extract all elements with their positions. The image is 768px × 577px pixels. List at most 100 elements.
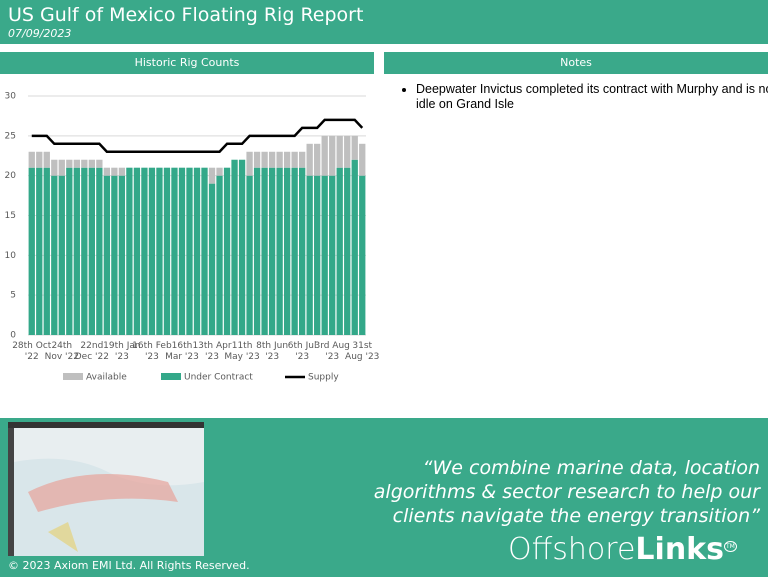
x-tick-label: 11th May '23 bbox=[224, 341, 260, 362]
bar-segment bbox=[336, 135, 343, 168]
bar-segment bbox=[351, 159, 358, 335]
bar-segment bbox=[186, 167, 193, 335]
x-tick-label: 6th Jul '23 bbox=[287, 341, 317, 362]
x-tick-label: 24th Nov '22 bbox=[44, 341, 79, 362]
bar-segment bbox=[51, 175, 58, 335]
bar-segment bbox=[111, 175, 118, 335]
chart-header: Historic Rig Counts bbox=[0, 52, 374, 74]
legend-swatch bbox=[63, 373, 83, 380]
x-tick-label: 31st Aug '23 bbox=[345, 341, 380, 362]
legend-label: Available bbox=[86, 373, 127, 383]
legend-label: Supply bbox=[308, 373, 339, 383]
bar-segment bbox=[329, 135, 336, 176]
bar-segment bbox=[238, 159, 246, 335]
bar-segment bbox=[103, 167, 111, 176]
chart: 0 5 10 15 20 25 30 Available Under Contract Suppl… bbox=[5, 92, 366, 383]
notes-list: Deepwater Invictus completed its contrac… bbox=[392, 82, 768, 112]
bar-segment bbox=[321, 135, 328, 176]
bar-segment bbox=[28, 151, 35, 168]
bar-segment bbox=[118, 167, 126, 176]
bar-segment bbox=[246, 175, 253, 335]
logo-bold: Links bbox=[635, 532, 724, 567]
bar-segment bbox=[321, 175, 328, 335]
x-tick-label: 28th Oct '22 bbox=[12, 341, 52, 362]
bar-segment bbox=[36, 151, 43, 168]
supply-line bbox=[31, 118, 364, 154]
bar-segment bbox=[43, 167, 50, 335]
bar-segment bbox=[359, 175, 366, 335]
x-tick-label: 16th Feb '23 bbox=[132, 341, 172, 362]
bar-segment bbox=[299, 151, 306, 168]
bar-segment bbox=[291, 151, 298, 168]
bar-segment bbox=[344, 135, 351, 168]
bar-segment bbox=[171, 167, 178, 335]
bar-segment bbox=[253, 167, 261, 335]
title: US Gulf of Mexico Floating Rig Report bbox=[8, 4, 364, 26]
x-tick-label: 19th Jan '23 bbox=[103, 341, 141, 362]
bar-segment bbox=[283, 151, 291, 168]
y-tick-label: 5 bbox=[10, 291, 16, 301]
bar-segment bbox=[253, 151, 261, 168]
y-tick-label: 20 bbox=[5, 171, 17, 181]
bar-segment bbox=[299, 167, 306, 335]
bar-segment bbox=[156, 167, 163, 335]
bar-segment bbox=[291, 167, 298, 335]
y-tick-label: 15 bbox=[5, 211, 16, 221]
x-tick-label: 16th Mar '23 bbox=[165, 341, 199, 362]
bar-segment bbox=[118, 175, 126, 335]
bar-segment bbox=[96, 159, 103, 168]
bar-segment bbox=[141, 167, 148, 335]
bar-segment bbox=[359, 143, 366, 176]
x-tick-label: 22nd Dec '22 bbox=[74, 341, 109, 362]
y-tick-label: 0 bbox=[10, 331, 16, 341]
bar-segment bbox=[81, 159, 88, 168]
bar-segment bbox=[208, 183, 216, 335]
bar-segment bbox=[88, 159, 95, 168]
legend-swatch bbox=[161, 373, 181, 380]
x-tick-label: 13th Apr '23 bbox=[192, 341, 232, 362]
y-tick-label: 10 bbox=[5, 251, 17, 261]
bar-segment bbox=[73, 167, 80, 335]
bar-segment bbox=[103, 175, 111, 335]
bar-segment bbox=[223, 167, 231, 335]
bar-segment bbox=[276, 151, 283, 168]
bar-segment bbox=[58, 159, 65, 176]
bar-segment bbox=[306, 175, 313, 335]
bar-segment bbox=[178, 167, 186, 335]
date: 07/09/2023 bbox=[8, 27, 72, 40]
bar-segment bbox=[201, 167, 208, 335]
bar-segment bbox=[66, 167, 73, 335]
y-tick-label: 25 bbox=[5, 131, 16, 141]
bar-segment bbox=[216, 175, 223, 335]
legend-label: Under Contract bbox=[184, 373, 253, 383]
bar-segment bbox=[58, 175, 65, 335]
bar-segment bbox=[133, 167, 141, 335]
bar-segment bbox=[351, 135, 358, 160]
logo-mark: TM bbox=[724, 541, 737, 552]
bar-segment bbox=[329, 175, 336, 335]
x-tick-label: 8th Jun '23 bbox=[256, 341, 289, 362]
bar-segment bbox=[43, 151, 50, 168]
bar-segment bbox=[148, 167, 156, 335]
bar-segment bbox=[344, 167, 351, 335]
bar-segment bbox=[261, 151, 268, 168]
bar-segment bbox=[96, 167, 103, 335]
bar-segment bbox=[73, 159, 80, 168]
note: Deepwater Invictus completed its contrac… bbox=[416, 82, 768, 112]
bar-segment bbox=[306, 143, 313, 176]
quote: “We combine marine data, location algori… bbox=[373, 457, 760, 527]
bar-segment bbox=[193, 167, 201, 335]
bar-segment bbox=[28, 167, 35, 335]
bar-segment bbox=[314, 175, 321, 335]
bar-segment bbox=[163, 167, 171, 335]
bar-segment bbox=[231, 159, 238, 335]
map-image bbox=[8, 422, 204, 556]
bar-segment bbox=[261, 167, 268, 335]
bar-segment bbox=[268, 151, 276, 168]
bar-segment bbox=[81, 167, 88, 335]
bar-segment bbox=[66, 159, 73, 168]
bar-segment bbox=[36, 167, 43, 335]
bar-segment bbox=[314, 143, 321, 176]
notes-header: Notes bbox=[384, 52, 768, 74]
